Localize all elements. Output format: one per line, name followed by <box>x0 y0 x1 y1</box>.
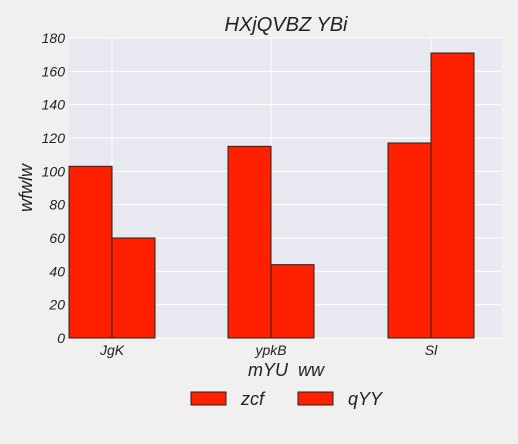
bar-qYY-JgK <box>112 238 155 338</box>
bar-zcf-ypkB <box>228 146 271 338</box>
bar-zcf-Sl <box>388 143 431 338</box>
y-tick-label: 140 <box>42 97 66 113</box>
bar-zcf-JgK <box>69 166 112 338</box>
legend-swatch <box>298 392 333 405</box>
y-tick-label: 120 <box>42 130 66 146</box>
legend-label: qYY <box>348 389 384 409</box>
y-tick-label: 180 <box>42 30 66 46</box>
bar-qYY-Sl <box>431 53 474 338</box>
y-tick-label: 80 <box>49 197 65 213</box>
x-tick-label: JgK <box>99 342 125 358</box>
y-tick-label: 100 <box>42 163 66 179</box>
legend-swatch <box>191 392 226 405</box>
x-tick-label: Sl <box>425 342 438 358</box>
y-tick-label: 20 <box>48 297 65 313</box>
x-tick-label: ypkB <box>254 342 286 358</box>
y-tick-labels: 0 20 40 60 80 100 120 140 160 180 <box>42 30 66 346</box>
chart-title: HXjQVBZ YBi <box>225 14 349 36</box>
bar-qYY-ypkB <box>271 265 314 338</box>
x-axis-label: mYU ww <box>248 360 325 380</box>
y-tick-label: 60 <box>49 230 65 246</box>
y-tick-label: 0 <box>57 330 65 346</box>
legend: zcf qYY <box>191 389 384 409</box>
x-tick-labels: JgK ypkB Sl <box>99 342 438 358</box>
legend-label: zcf <box>240 389 266 409</box>
y-axis-label: wfwlw <box>16 163 36 212</box>
y-tick-label: 40 <box>49 263 65 279</box>
y-tick-label: 160 <box>42 63 66 79</box>
